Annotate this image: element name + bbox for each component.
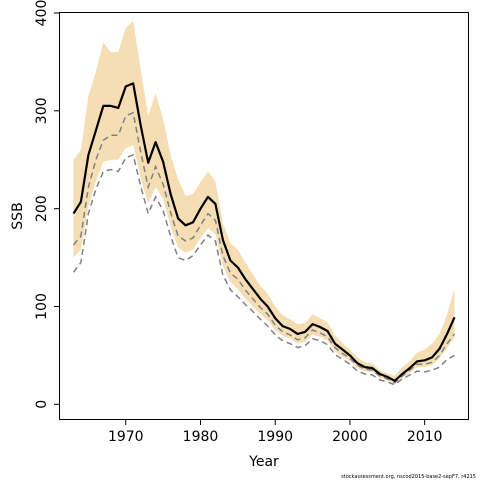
ssb-line xyxy=(72,82,456,382)
x-tick-label: 1980 xyxy=(183,429,219,445)
x-tick-label: 1970 xyxy=(108,429,144,445)
footnote: stockassessment.org, nscod2015-base2-sep… xyxy=(341,474,476,480)
y-tick-label: 400 xyxy=(34,0,50,26)
ssb-line-layer xyxy=(72,82,456,382)
x-tick-label: 2010 xyxy=(407,429,443,445)
x-axis-title: Year xyxy=(248,454,279,470)
dashed-lines-layer xyxy=(72,111,456,386)
dashed-1-line xyxy=(72,111,456,384)
x-tick-label: 1990 xyxy=(257,429,293,445)
x-axis: 1970 1980 1990 2000 2010 xyxy=(108,419,443,445)
y-tick-label: 0 xyxy=(34,400,50,409)
dashed-2-line xyxy=(72,153,455,386)
y-axis: 0 100 200 300 400 xyxy=(34,0,60,409)
plot-frame xyxy=(59,12,469,420)
confidence-band-layer xyxy=(73,20,455,384)
y-axis-title: SSB xyxy=(10,202,26,229)
x-tick-label: 2000 xyxy=(332,429,368,445)
y-tick-label: 200 xyxy=(34,195,50,222)
y-tick-label: 300 xyxy=(34,97,50,124)
confidence-band xyxy=(73,20,455,384)
y-tick-label: 100 xyxy=(34,293,50,320)
